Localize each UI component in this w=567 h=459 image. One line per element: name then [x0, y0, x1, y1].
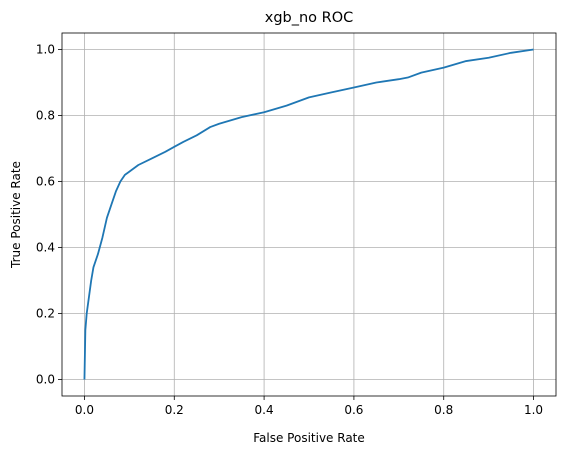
x-tick-label: 1.0: [524, 403, 543, 417]
y-tick-label: 0.0: [36, 373, 55, 387]
y-tick-label: 0.6: [36, 175, 55, 189]
plot-area: [83, 48, 534, 380]
x-tick-label: 0.8: [434, 403, 453, 417]
grid-lines: [62, 33, 556, 396]
y-axis-ticks: 0.0 0.2 0.4 0.6 0.8 1.0: [36, 43, 62, 387]
roc-curve-line: [83, 48, 534, 380]
y-tick-label: 0.2: [36, 307, 55, 321]
x-axis-label: False Positive Rate: [253, 431, 365, 445]
x-axis-ticks: 0.0 0.2 0.4 0.6 0.8 1.0: [75, 396, 543, 417]
y-tick-label: 0.4: [36, 241, 55, 255]
y-tick-label: 1.0: [36, 43, 55, 57]
x-tick-label: 0.4: [255, 403, 274, 417]
x-tick-label: 0.0: [75, 403, 94, 417]
chart-title: xgb_no ROC: [265, 10, 354, 26]
x-tick-label: 0.6: [344, 403, 363, 417]
y-axis-label: True Positive Rate: [9, 161, 23, 269]
plot-frame: [61, 32, 557, 397]
y-tick-label: 0.8: [36, 109, 55, 123]
x-tick-label: 0.2: [165, 403, 184, 417]
